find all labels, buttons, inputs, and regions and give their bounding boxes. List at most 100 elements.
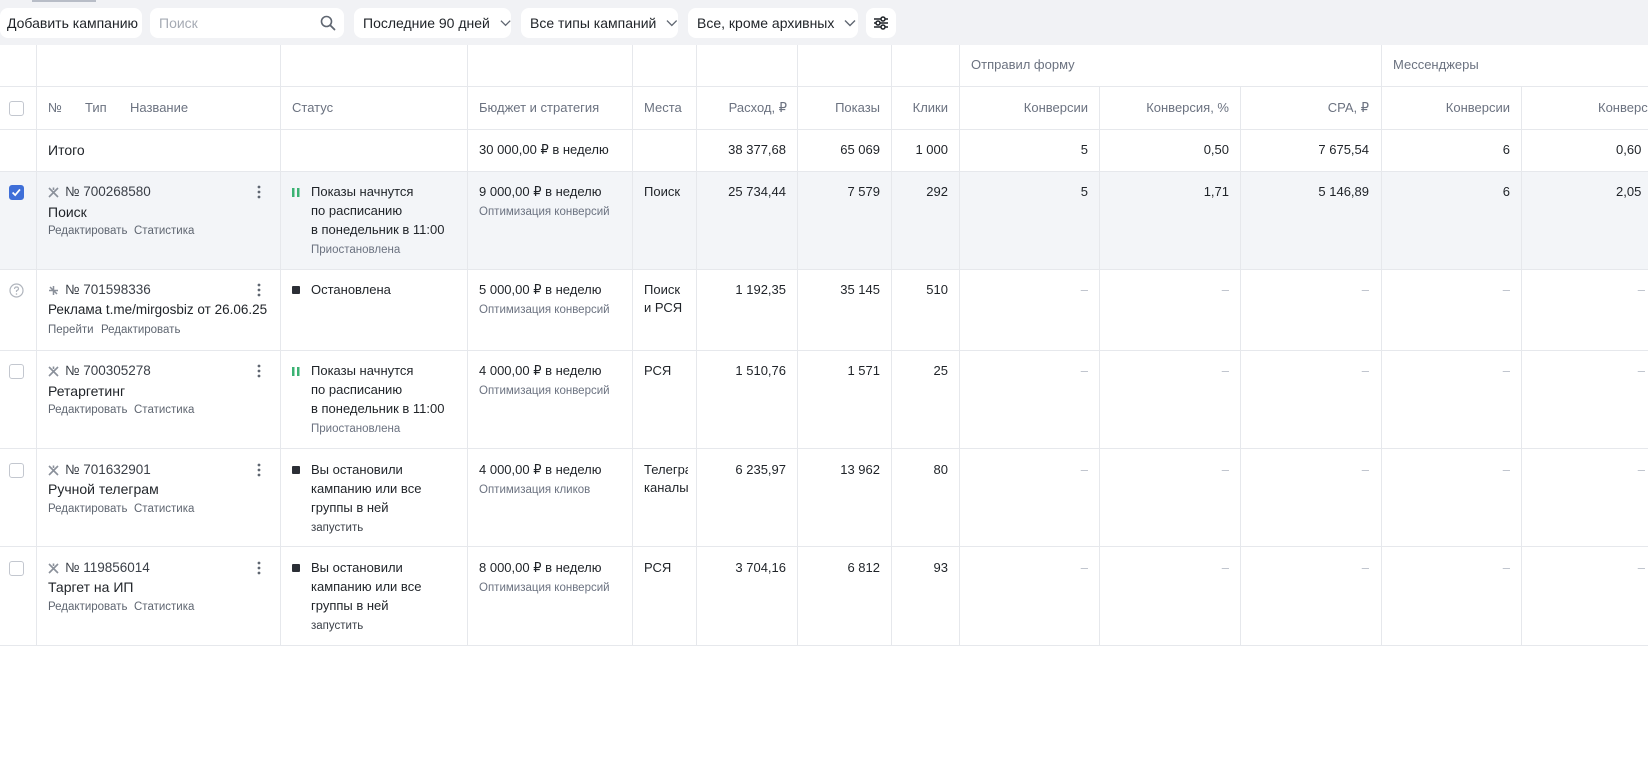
chevron-down-icon bbox=[666, 20, 678, 27]
column-header-form-cpa[interactable]: CPA, ₽ bbox=[1327, 100, 1369, 115]
column-header-clicks[interactable]: Клики bbox=[912, 100, 948, 115]
places: Поиск bbox=[644, 282, 681, 297]
settings-button[interactable] bbox=[866, 8, 896, 38]
msg-conversions: – bbox=[1502, 282, 1510, 297]
column-header-status[interactable]: Статус bbox=[292, 100, 334, 115]
sliders-icon bbox=[874, 16, 888, 30]
more-icon[interactable] bbox=[257, 364, 261, 378]
row-checkbox[interactable] bbox=[9, 185, 24, 200]
row-checkbox[interactable] bbox=[9, 561, 24, 576]
campaign-name[interactable]: Реклама t.me/mirgosbiz от 26.06.25 bbox=[48, 302, 268, 317]
period-dropdown[interactable]: Последние 90 дней bbox=[354, 8, 511, 38]
campaign-id: № 119856014 bbox=[65, 560, 150, 575]
stats-link[interactable]: Статистика bbox=[134, 601, 195, 613]
form-conversions: – bbox=[1080, 560, 1088, 575]
column-header-msg-conversions[interactable]: Конверсии bbox=[1445, 100, 1510, 115]
total-form-cpa: 7 675,54 bbox=[1318, 142, 1369, 157]
strategy: Оптимизация кликов bbox=[479, 484, 591, 496]
column-header-spend[interactable]: Расход, ₽ bbox=[728, 100, 787, 115]
total-msg-conversions: 6 bbox=[1502, 142, 1510, 157]
strategy: Оптимизация конверсий bbox=[479, 304, 610, 316]
search-box[interactable] bbox=[150, 8, 344, 38]
msg-conversions: 6 bbox=[1502, 184, 1510, 199]
column-header-name[interactable]: Название bbox=[130, 100, 189, 115]
column-header-form-conversion-rate[interactable]: Конверсия, % bbox=[1146, 100, 1229, 115]
start-campaign-link[interactable]: запустить bbox=[311, 620, 364, 632]
campaign-type-icon bbox=[49, 286, 58, 295]
more-icon[interactable] bbox=[257, 561, 261, 575]
chevron-down-icon bbox=[844, 20, 856, 27]
paused-status-icon bbox=[292, 367, 300, 376]
spend: 6 235,97 bbox=[735, 462, 786, 477]
budget: 5 000,00 ₽ в неделю bbox=[479, 282, 602, 297]
start-campaign-link[interactable]: запустить bbox=[311, 522, 364, 534]
campaign-name[interactable]: Ретаргетинг bbox=[48, 383, 126, 399]
campaign-type-icon bbox=[48, 187, 59, 198]
go-link[interactable]: Перейти bbox=[48, 324, 94, 336]
divider bbox=[1381, 45, 1382, 645]
add-campaign-button[interactable]: Добавить кампанию bbox=[0, 8, 142, 38]
edit-link[interactable]: Редактировать bbox=[48, 601, 128, 613]
campaign-types-dropdown[interactable]: Все типы кампаний bbox=[521, 8, 678, 38]
form-cpa: – bbox=[1361, 560, 1369, 575]
column-header-msg-conversion-rate[interactable]: Конверсия, % bbox=[1598, 100, 1648, 115]
more-icon[interactable] bbox=[257, 463, 261, 477]
form-conversions: – bbox=[1080, 462, 1088, 477]
campaign-id: № 701632901 bbox=[65, 462, 151, 477]
group-header-messengers: Мессенджеры bbox=[1393, 57, 1479, 72]
search-input[interactable] bbox=[150, 8, 310, 38]
campaign-name[interactable]: Ручной телеграм bbox=[48, 481, 159, 497]
column-header-form-conversions[interactable]: Конверсии bbox=[1023, 100, 1088, 115]
campaign-name[interactable]: Поиск bbox=[48, 204, 87, 220]
edit-link[interactable]: Редактировать bbox=[101, 324, 181, 336]
status-text-line: Показы начнутся bbox=[311, 184, 414, 199]
search-icon[interactable] bbox=[320, 15, 336, 31]
archive-filter-dropdown[interactable]: Все, кроме архивных bbox=[688, 8, 858, 38]
divider bbox=[696, 45, 697, 645]
column-header-impressions[interactable]: Показы bbox=[835, 100, 880, 115]
divider bbox=[959, 45, 960, 645]
status-text-line: группы в ней bbox=[311, 500, 389, 515]
impressions: 7 579 bbox=[847, 184, 880, 199]
status-text-line: в понедельник в 11:00 bbox=[311, 401, 445, 416]
archive-filter-label: Все, кроме архивных bbox=[697, 15, 835, 31]
edit-link[interactable]: Редактировать bbox=[48, 503, 128, 515]
row-checkbox[interactable] bbox=[9, 463, 24, 478]
clicks: 93 bbox=[933, 560, 948, 575]
select-all-checkbox[interactable] bbox=[9, 101, 24, 116]
period-label: Последние 90 дней bbox=[363, 15, 490, 31]
column-header-places[interactable]: Места bbox=[644, 100, 682, 115]
impressions: 1 571 bbox=[847, 363, 880, 378]
stopped-status-icon bbox=[292, 564, 300, 572]
divider bbox=[467, 45, 468, 645]
stats-link[interactable]: Статистика bbox=[134, 225, 195, 237]
more-icon[interactable] bbox=[257, 283, 261, 297]
edit-link[interactable]: Редактировать bbox=[48, 225, 128, 237]
campaign-id: № 700268580 bbox=[65, 184, 151, 199]
campaign-name[interactable]: Таргет на ИП bbox=[48, 579, 134, 595]
divider bbox=[891, 45, 892, 645]
msg-conversion-rate: – bbox=[1637, 282, 1645, 297]
form-conversion-rate: – bbox=[1221, 282, 1229, 297]
divider bbox=[0, 546, 1648, 547]
help-icon[interactable] bbox=[9, 283, 24, 298]
stats-link[interactable]: Статистика bbox=[134, 404, 195, 416]
impressions: 35 145 bbox=[840, 282, 880, 297]
edit-link[interactable]: Редактировать bbox=[48, 404, 128, 416]
form-conversion-rate: 1,71 bbox=[1203, 184, 1229, 199]
total-clicks: 1 000 bbox=[915, 142, 948, 157]
row-checkbox[interactable] bbox=[9, 364, 24, 379]
status-text-line: кампанию или все bbox=[311, 481, 422, 496]
column-header-type[interactable]: Тип bbox=[85, 100, 107, 115]
more-icon[interactable] bbox=[257, 185, 261, 199]
total-form-conversion-rate: 0,50 bbox=[1203, 142, 1229, 157]
campaign-type-icon bbox=[48, 465, 59, 476]
column-header-number[interactable]: № bbox=[48, 100, 62, 115]
clicks: 292 bbox=[926, 184, 948, 199]
places: и РСЯ bbox=[644, 300, 683, 315]
clicks: 25 bbox=[933, 363, 948, 378]
column-header-budget[interactable]: Бюджет и стратегия bbox=[479, 100, 600, 115]
divider bbox=[0, 350, 1648, 351]
strategy: Оптимизация конверсий bbox=[479, 206, 610, 218]
stats-link[interactable]: Статистика bbox=[134, 503, 195, 515]
